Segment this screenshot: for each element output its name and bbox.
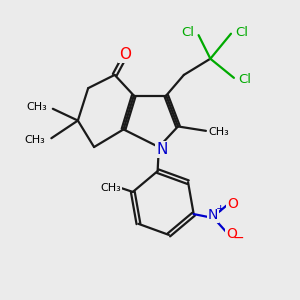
Text: O: O bbox=[119, 47, 131, 62]
Text: N: N bbox=[208, 208, 218, 222]
Text: Cl: Cl bbox=[238, 73, 252, 86]
Text: CH₃: CH₃ bbox=[208, 127, 229, 137]
Text: +: + bbox=[215, 204, 225, 214]
Text: N: N bbox=[156, 142, 167, 157]
Text: CH₃: CH₃ bbox=[100, 182, 121, 193]
Text: CH₃: CH₃ bbox=[25, 135, 46, 145]
Text: −: − bbox=[232, 231, 244, 245]
Text: Cl: Cl bbox=[181, 26, 194, 39]
Text: CH₃: CH₃ bbox=[26, 102, 47, 112]
Text: O: O bbox=[227, 197, 238, 211]
Text: Cl: Cl bbox=[236, 26, 249, 39]
Text: O: O bbox=[226, 227, 237, 241]
